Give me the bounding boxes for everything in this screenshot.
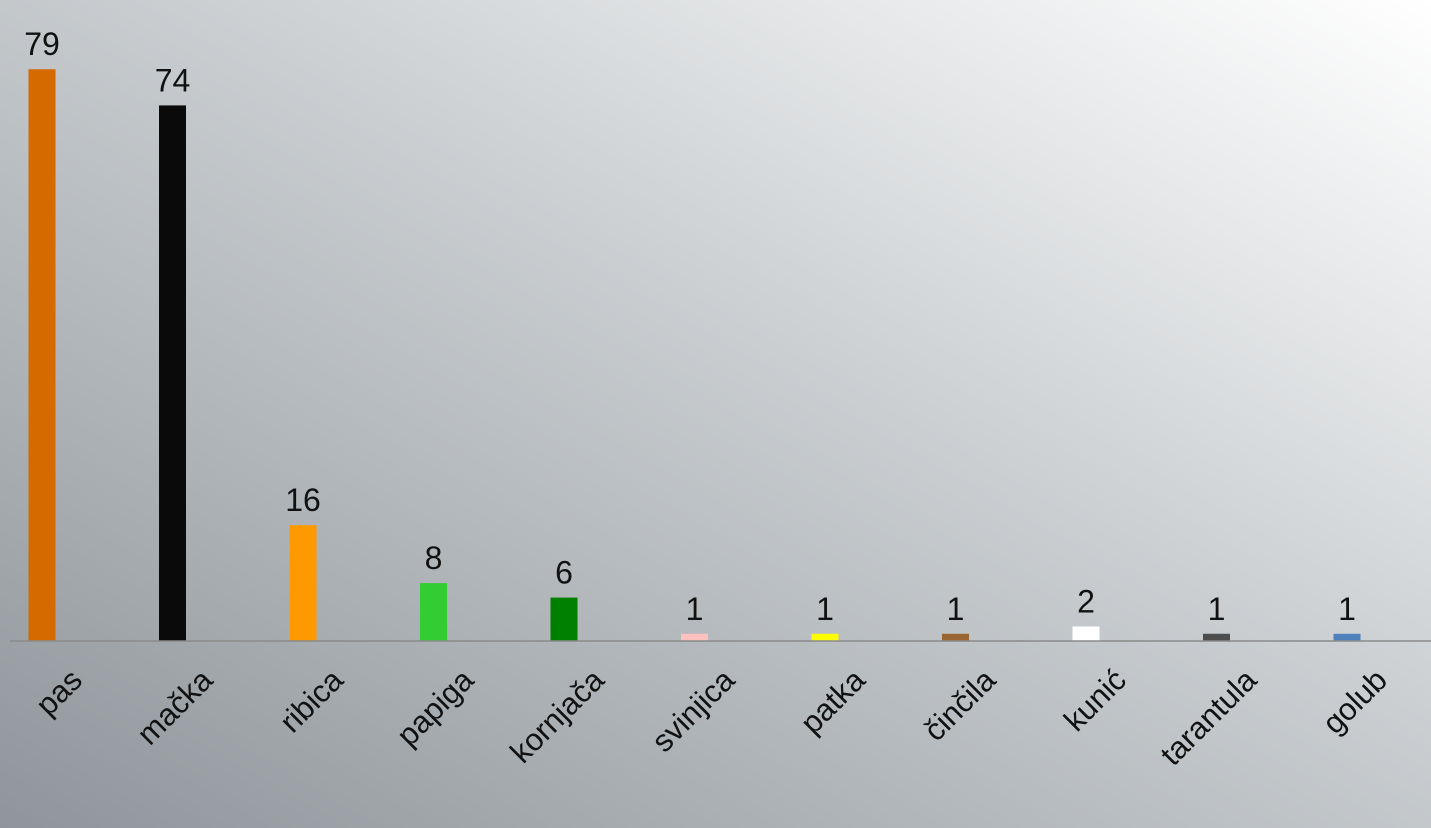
value-label: 1 (686, 591, 704, 627)
bar (28, 69, 56, 642)
bar (1072, 626, 1100, 641)
value-label: 1 (816, 591, 834, 627)
bar (420, 583, 447, 641)
value-label: 16 (285, 482, 321, 518)
bar (550, 597, 578, 641)
bar (159, 105, 186, 642)
bar (681, 633, 708, 641)
value-label: 2 (1077, 584, 1095, 620)
value-label: 1 (947, 591, 965, 627)
value-label: 8 (425, 540, 443, 576)
value-label: 6 (555, 555, 573, 591)
bar (1203, 633, 1230, 641)
bar (1333, 633, 1361, 641)
value-label: 1 (1208, 591, 1226, 627)
value-label: 1 (1338, 591, 1356, 627)
value-label: 74 (155, 62, 191, 98)
bar (942, 633, 969, 641)
value-label: 79 (24, 26, 60, 62)
bar (289, 525, 317, 641)
bar (811, 633, 839, 641)
